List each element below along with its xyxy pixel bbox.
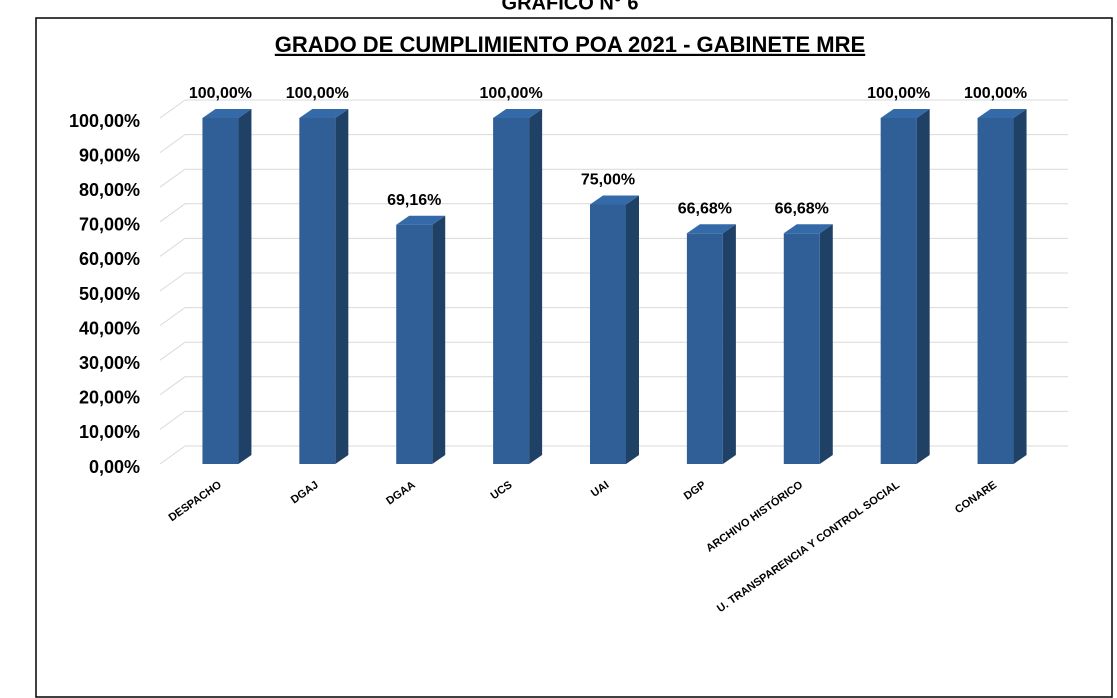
y-tick-label: 30,00% (79, 353, 140, 373)
grid-line (159, 237, 1068, 257)
y-tick-label: 60,00% (79, 249, 140, 269)
bar (686, 233, 723, 464)
bar (299, 118, 336, 464)
grid-line (159, 134, 1068, 154)
grid-line (159, 99, 1068, 119)
grid-line (159, 203, 1068, 223)
data-label: 69,16% (387, 192, 441, 209)
bar-side (1013, 109, 1027, 464)
y-tick-label: 70,00% (79, 215, 140, 235)
bar-top (202, 109, 252, 118)
data-label: 100,00% (189, 85, 252, 102)
y-tick-label: 80,00% (79, 180, 140, 200)
header: GRAFICO N° 6 (502, 0, 639, 14)
bar (783, 233, 820, 464)
grid-line (159, 168, 1068, 188)
data-label: 75,00% (581, 172, 635, 189)
bar-top (783, 224, 833, 234)
y-tick-label: 50,00% (79, 284, 140, 304)
bar (590, 204, 626, 464)
y-tick-label: 100,00% (69, 111, 140, 131)
grid-line (159, 272, 1068, 292)
y-tick-label: 90,00% (79, 145, 140, 165)
bar (202, 118, 239, 464)
y-tick-label: 10,00% (79, 422, 140, 442)
y-tick-label: 40,00% (79, 318, 140, 338)
grid-line (159, 376, 1068, 396)
data-label: 66,68% (775, 201, 829, 218)
data-label: 100,00% (480, 85, 543, 102)
bar-top (396, 215, 446, 225)
data-label: 66,68% (678, 201, 732, 218)
bar-top (977, 109, 1027, 118)
grid-line (159, 307, 1068, 327)
bar (977, 118, 1014, 464)
bar-top (880, 109, 930, 118)
data-label: 100,00% (286, 85, 349, 102)
chart-title: GRADO DE CUMPLIMIENTO POA 2021 - GABINET… (275, 32, 865, 57)
bar-side (335, 109, 349, 464)
bar-top (686, 224, 736, 234)
bar-side (626, 195, 639, 464)
bar (396, 224, 433, 464)
bar-side (238, 109, 252, 464)
bar-side (529, 109, 543, 464)
bar-side (916, 109, 930, 464)
bar-side (432, 215, 446, 464)
data-label: 100,00% (867, 85, 930, 102)
grid-line (159, 341, 1068, 361)
y-tick-label: 0,00% (89, 457, 140, 477)
bar-top (493, 109, 543, 118)
bar (880, 118, 917, 464)
y-tick-label: 20,00% (79, 388, 140, 408)
bar-side (819, 224, 833, 464)
bar-top (590, 195, 639, 205)
bar-side (722, 224, 736, 464)
bar-top (299, 109, 349, 118)
grid-line (159, 445, 1068, 465)
bar (493, 118, 530, 464)
data-label: 100,00% (964, 85, 1027, 102)
chart-frame (35, 17, 1113, 698)
grid-line (159, 410, 1068, 430)
